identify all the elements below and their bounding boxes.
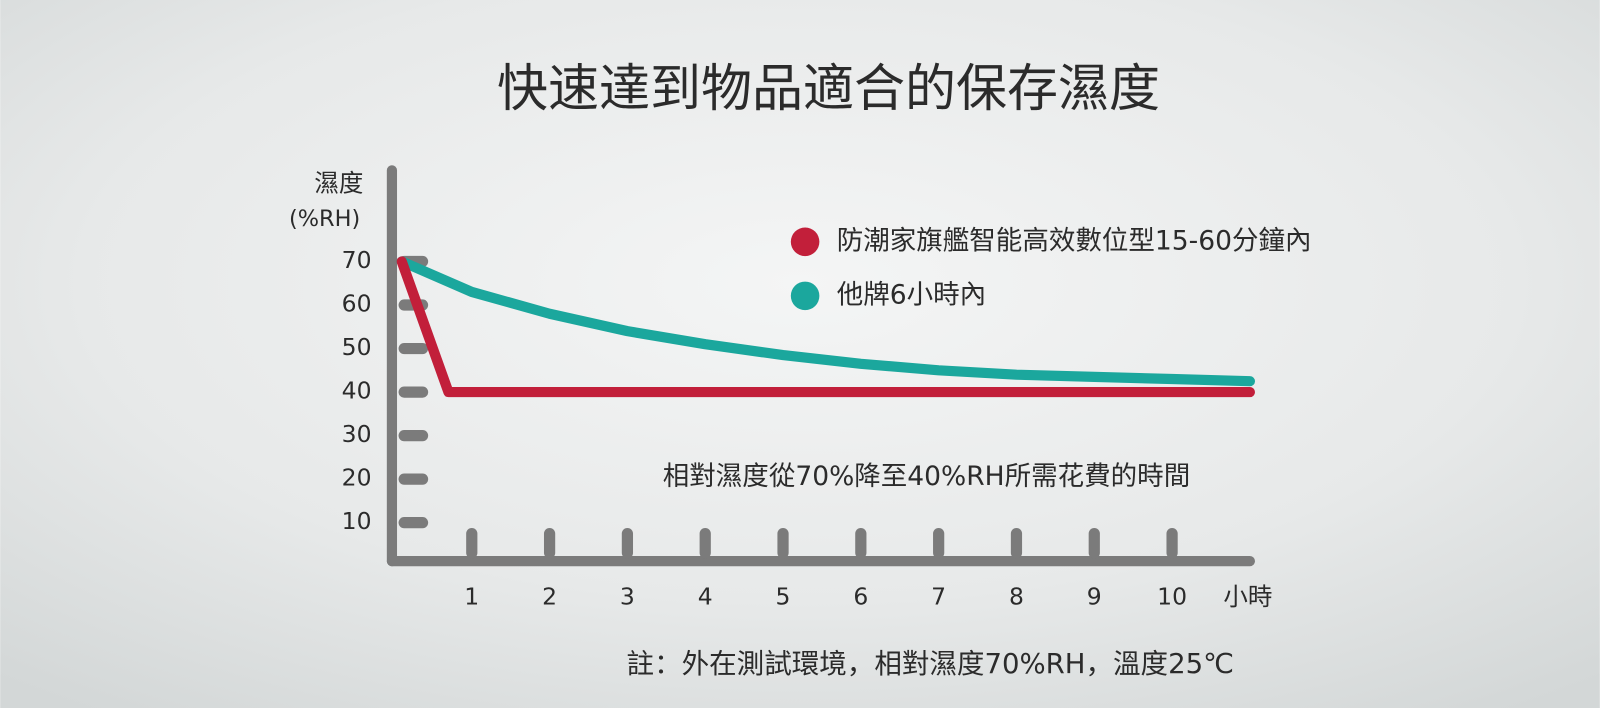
- note: 註：外在測試環境，相對濕度70%RH，溫度25℃: [627, 648, 1234, 680]
- x-tick-label: 2: [542, 582, 557, 610]
- x-tick-label: 3: [620, 582, 635, 610]
- legend-label: 他牌6小時內: [837, 279, 986, 310]
- x-tick-label: 6: [853, 582, 868, 610]
- x-tick-label: 7: [931, 582, 946, 610]
- x-tick-label: 4: [698, 582, 713, 610]
- y-tick-label: 40: [342, 377, 372, 405]
- legend-marker: [790, 281, 820, 311]
- y-tick-label: 30: [342, 420, 372, 448]
- y-tick-label: 50: [342, 333, 372, 361]
- legend-marker: [790, 227, 820, 257]
- annotation: 相對濕度從70%降至40%RH所需花費的時間: [663, 461, 1190, 492]
- y-tick-label: 20: [342, 464, 372, 492]
- y-tick-label: 70: [342, 246, 372, 274]
- data-line: [396, 256, 1255, 387]
- legend-label: 防潮家旗艦智能高效數位型15-60分鐘內: [837, 225, 1312, 256]
- y-axis-unit: (%RH): [289, 206, 360, 232]
- x-tick-label: 5: [776, 582, 791, 610]
- x-tick-label: 8: [1009, 582, 1024, 610]
- x-tick-label: 9: [1087, 582, 1102, 610]
- x-tick-label: 1: [464, 582, 479, 610]
- x-tick-label: 10: [1157, 582, 1187, 610]
- y-tick-label: 60: [342, 290, 372, 318]
- data-line: [396, 256, 1255, 398]
- y-tick-label: 10: [342, 507, 372, 535]
- x-axis-label: 小時: [1223, 582, 1272, 611]
- chart-title: 快速達到物品適合的保存濕度: [497, 60, 1160, 119]
- y-axis-label: 濕度: [314, 169, 363, 198]
